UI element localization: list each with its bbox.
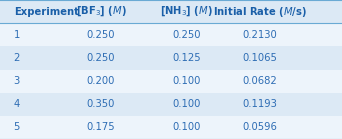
Text: 0.100: 0.100 xyxy=(172,99,200,109)
Text: 0.250: 0.250 xyxy=(87,30,115,40)
Text: 1: 1 xyxy=(14,30,20,40)
Text: 0.1193: 0.1193 xyxy=(242,99,277,109)
Text: 0.0596: 0.0596 xyxy=(242,122,277,132)
Text: 0.0682: 0.0682 xyxy=(242,76,277,86)
Bar xyxy=(0,23,342,46)
Text: 0.350: 0.350 xyxy=(87,99,115,109)
Text: 0.200: 0.200 xyxy=(87,76,115,86)
Text: 0.2130: 0.2130 xyxy=(242,30,277,40)
Text: 5: 5 xyxy=(14,122,20,132)
Text: 0.175: 0.175 xyxy=(87,122,115,132)
Text: 0.100: 0.100 xyxy=(172,122,200,132)
Text: 0.100: 0.100 xyxy=(172,76,200,86)
Text: 0.125: 0.125 xyxy=(172,53,201,63)
Bar xyxy=(0,0,342,23)
Bar xyxy=(0,116,342,139)
Text: 0.250: 0.250 xyxy=(172,30,201,40)
Text: [NH$_3$] ($M$): [NH$_3$] ($M$) xyxy=(160,5,213,18)
Bar xyxy=(0,70,342,93)
Bar xyxy=(0,46,342,70)
Text: 3: 3 xyxy=(14,76,20,86)
Text: 0.1065: 0.1065 xyxy=(242,53,277,63)
Text: Initial Rate ($M$/s): Initial Rate ($M$/s) xyxy=(213,5,307,19)
Text: 4: 4 xyxy=(14,99,20,109)
Text: Experiment: Experiment xyxy=(14,7,79,17)
Text: 0.250: 0.250 xyxy=(87,53,115,63)
Bar xyxy=(0,93,342,116)
Text: [BF$_3$] ($M$): [BF$_3$] ($M$) xyxy=(76,5,126,18)
Text: 2: 2 xyxy=(14,53,20,63)
